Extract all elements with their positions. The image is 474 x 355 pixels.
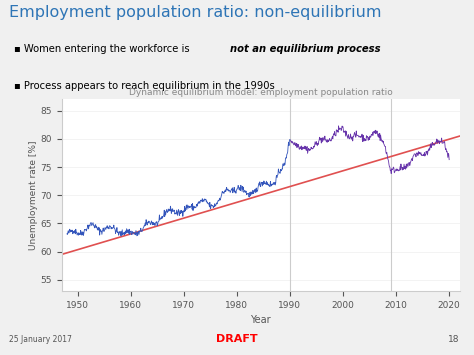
- Text: DRAFT: DRAFT: [216, 334, 258, 344]
- Text: ▪ Women entering the workforce is: ▪ Women entering the workforce is: [14, 44, 193, 54]
- Text: ▪ Process appears to reach equilibrium in the 1990s: ▪ Process appears to reach equilibrium i…: [14, 81, 275, 91]
- X-axis label: Year: Year: [250, 315, 271, 326]
- Title: Dynamic equilibrium model: employment population ratio: Dynamic equilibrium model: employment po…: [129, 88, 392, 97]
- Text: Employment population ratio: non-equilibrium: Employment population ratio: non-equilib…: [9, 5, 382, 20]
- Text: 18: 18: [448, 334, 460, 344]
- Y-axis label: Unemployment rate [%]: Unemployment rate [%]: [28, 141, 37, 250]
- Text: not an equilibrium process: not an equilibrium process: [230, 44, 381, 54]
- Text: 25 January 2017: 25 January 2017: [9, 334, 73, 344]
